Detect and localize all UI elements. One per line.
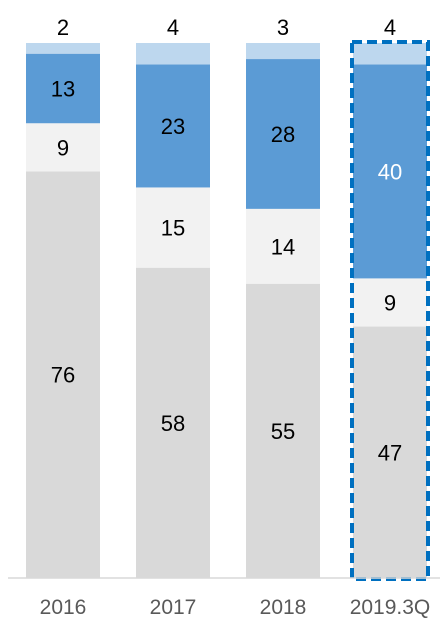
bar-segment-second-2017: [136, 187, 210, 268]
data-label-top-2017: 4: [167, 15, 179, 40]
bar-segment-third-2016: [26, 53, 100, 124]
bar-segment-third-2017: [136, 64, 210, 188]
data-labels-layer: 76 9 13 2 58 15 23 4 55 14 28 3 47 9 40 4: [51, 15, 402, 465]
data-label-second-2016: 9: [57, 135, 69, 160]
data-label-third-2017: 23: [161, 114, 185, 139]
bar-segment-bottom-2016: [26, 171, 100, 578]
bar-segment-top-2016: [26, 43, 100, 54]
bar-segment-bottom-2017: [136, 267, 210, 578]
data-label-bottom-2019.3Q: 47: [378, 440, 402, 465]
data-label-bottom-2016: 76: [51, 363, 75, 388]
data-label-top-2016: 2: [57, 15, 69, 40]
bar-segment-top-2019.3Q: [353, 43, 427, 65]
data-label-third-2016: 13: [51, 76, 75, 101]
highlight-dashed-border: [350, 40, 430, 581]
data-label-third-2018: 28: [271, 122, 295, 147]
bar-segment-third-2018: [246, 59, 320, 209]
data-label-top-2019.3Q: 4: [384, 15, 396, 40]
bar-segment-second-2019.3Q: [353, 278, 427, 327]
bar-segment-second-2016: [26, 123, 100, 172]
bar-segment-top-2018: [246, 43, 320, 60]
data-label-third-2019.3Q: 40: [378, 159, 402, 184]
bar-segment-third-2019.3Q: [353, 64, 427, 279]
data-label-second-2017: 15: [161, 216, 185, 241]
data-label-bottom-2017: 58: [161, 411, 185, 436]
data-label-top-2018: 3: [277, 15, 289, 40]
bar-segment-second-2018: [246, 208, 320, 284]
x-tick-label-2017: 2017: [150, 596, 197, 619]
data-label-bottom-2018: 55: [271, 419, 295, 444]
x-tick-label-2019.3Q: 2019.3Q: [350, 596, 431, 619]
bar-segment-top-2017: [136, 43, 210, 65]
data-label-second-2019.3Q: 9: [384, 290, 396, 315]
bar-segment-bottom-2019.3Q: [353, 326, 427, 578]
bar-segment-bottom-2018: [246, 283, 320, 578]
x-tick-label-2018: 2018: [260, 596, 307, 619]
highlight-layer: [350, 40, 430, 581]
data-label-second-2018: 14: [271, 234, 295, 259]
bars-layer: [26, 43, 427, 578]
x-tick-label-2016: 2016: [40, 596, 87, 619]
x-tick-labels-layer: 2016 2017 2018 2019.3Q: [40, 596, 431, 619]
